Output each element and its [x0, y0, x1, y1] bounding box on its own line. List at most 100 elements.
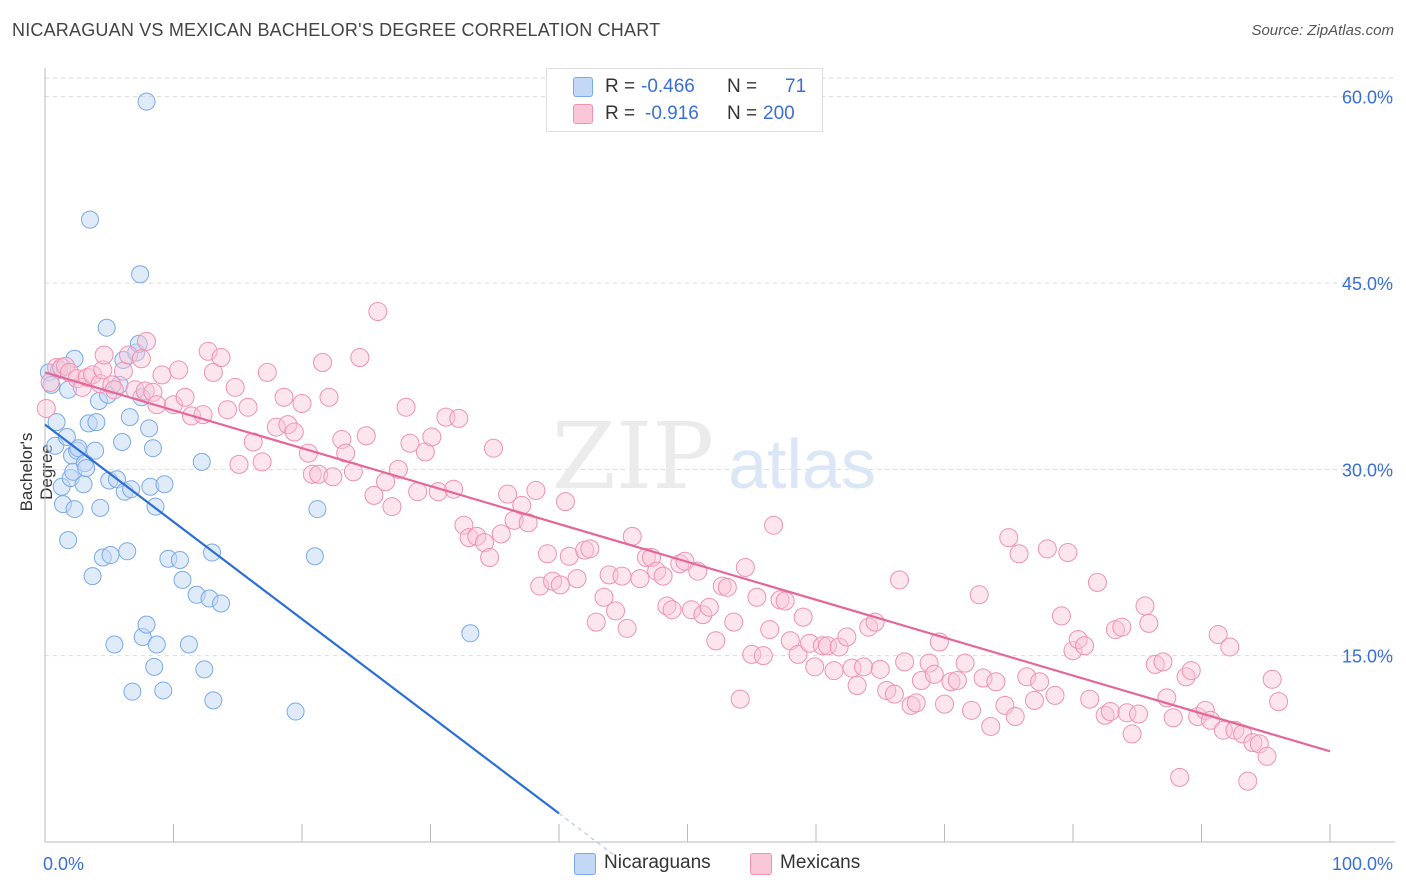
- mexicans-point: [1080, 689, 1100, 709]
- nicaraguans-point: [113, 432, 132, 451]
- mexicans-point: [1024, 690, 1044, 710]
- legend-n-label: N =: [727, 103, 758, 124]
- x-tick-label-max: 100.0%: [1332, 854, 1393, 874]
- mexicans-point: [203, 362, 223, 382]
- mexicans-point: [1129, 704, 1149, 724]
- mexicans-point: [941, 672, 961, 692]
- nicaraguans-point: [80, 210, 99, 229]
- x-tick-label-min: 0.0%: [43, 854, 84, 874]
- mexicans-point: [924, 664, 944, 684]
- mexicans-point: [1005, 707, 1025, 727]
- mexicans-point: [837, 627, 857, 647]
- mexicans-point: [135, 381, 155, 401]
- mexicans-point: [449, 408, 469, 428]
- nicaraguans-point: [83, 567, 102, 586]
- nicaraguans-point: [118, 542, 137, 561]
- mexicans-swatch: [573, 104, 593, 124]
- mexicans-point: [313, 352, 333, 372]
- mexicans-point: [1063, 641, 1083, 661]
- mexicans-point: [102, 375, 122, 395]
- mexicans-point: [955, 653, 975, 673]
- source-label: Source: ZipAtlas.com: [1251, 22, 1394, 39]
- nicaraguans-point: [101, 546, 120, 565]
- nicaraguans-point: [308, 500, 327, 519]
- mexicans-point: [292, 393, 312, 413]
- mexicans-point: [906, 693, 926, 713]
- mexicans-point: [724, 612, 744, 632]
- mexicans-point: [1262, 669, 1282, 689]
- mexicans-point: [93, 360, 113, 380]
- mexicans-point: [969, 585, 989, 605]
- mexicans-point: [981, 716, 1001, 736]
- mexicans-point: [257, 362, 277, 382]
- mexicans-point: [491, 524, 511, 544]
- nicaraguans-point: [91, 498, 110, 517]
- mexicans-point: [364, 485, 384, 505]
- mexicans-point: [266, 417, 286, 437]
- mexicans-point: [824, 661, 844, 681]
- nicaraguans-point: [286, 702, 305, 721]
- nicaraguans-point: [204, 691, 223, 710]
- nicaraguans-point: [59, 531, 78, 550]
- mexicans-point: [1095, 705, 1115, 725]
- mexicans-point: [764, 515, 784, 535]
- mexicans-point: [612, 566, 632, 586]
- mexicans-point: [753, 646, 773, 666]
- nicaraguans-point: [170, 551, 189, 570]
- mexicans-point: [119, 345, 139, 365]
- nicaraguans-point: [77, 459, 96, 478]
- mexicans-point: [309, 464, 329, 484]
- legend-r-label: R =: [605, 103, 636, 124]
- mexicans-point: [1087, 572, 1107, 592]
- legend-r-label: R =: [605, 76, 636, 97]
- legend-n-label: N =: [727, 76, 758, 97]
- nicaraguans-trend-extension: [558, 812, 616, 857]
- mexicans-point: [829, 637, 849, 657]
- mexicans-point: [1122, 724, 1142, 744]
- mexicans-point: [211, 348, 231, 368]
- mexicans-point: [454, 515, 474, 535]
- nicaraguans-point: [74, 475, 93, 494]
- mexicans-point: [788, 644, 808, 664]
- mexicans-point: [368, 302, 388, 322]
- mexicans-point: [278, 415, 298, 435]
- mexicans-point: [653, 566, 673, 586]
- nicaraguans-point: [97, 318, 116, 337]
- mexicans-point: [530, 576, 550, 596]
- y-tick-label: 30.0%: [1342, 460, 1393, 480]
- nicaraguans-trend-line: [44, 423, 560, 815]
- mexicans-trend-line: [44, 371, 1331, 753]
- mexicans-legend-label: Mexicans: [780, 852, 861, 873]
- mexicans-point: [94, 345, 114, 365]
- mexicans-point: [217, 400, 237, 420]
- y-tick-label: 45.0%: [1342, 274, 1393, 294]
- stats-legend: R = -0.466 N = 71 R = -0.916 N = 200: [546, 68, 823, 132]
- mexicans-point: [775, 591, 795, 611]
- mexicans-point: [229, 454, 249, 474]
- mexicans-point: [193, 405, 213, 425]
- nicaraguans-point: [123, 682, 142, 701]
- mexicans-legend-swatch: [750, 853, 772, 875]
- mexicans-point: [1208, 625, 1228, 645]
- nicaraguans-point: [140, 419, 159, 438]
- mexicans-point: [459, 528, 479, 548]
- mexicans-point: [408, 482, 428, 502]
- mexicans-point: [617, 618, 637, 638]
- mexicans-point: [594, 587, 614, 607]
- mexicans-point: [793, 607, 813, 627]
- tick-labels: 15.0% 30.0% 45.0% 60.0% 0.0% 100.0%: [43, 88, 1393, 874]
- mexicans-point: [662, 600, 682, 620]
- mexicans-point: [1112, 617, 1132, 637]
- nicaraguans-point: [120, 408, 139, 427]
- mexicans-point: [422, 427, 442, 447]
- mexicans-point: [919, 653, 939, 673]
- mexicans-point: [550, 575, 570, 595]
- mexicans-point: [1163, 708, 1183, 728]
- mexicans-point: [1051, 606, 1071, 626]
- legend-r-value-mexicans: -0.916: [645, 103, 699, 124]
- nicaraguans-point: [47, 413, 66, 432]
- mexicans-point: [467, 526, 487, 546]
- mexicans-point: [730, 689, 750, 709]
- mexicans-point: [847, 675, 867, 695]
- nicaraguans-point: [173, 570, 192, 589]
